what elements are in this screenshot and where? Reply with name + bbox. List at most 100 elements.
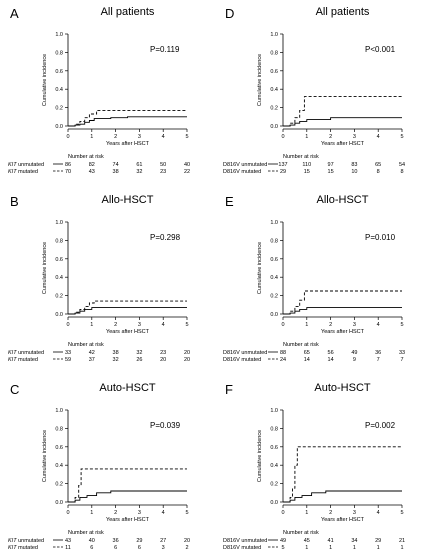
panel-title: Auto-HSCT [314, 382, 371, 394]
risk-row-label: D816V unmutated [223, 538, 267, 544]
risk-count: 33 [399, 350, 405, 356]
x-tick-label: 2 [114, 510, 117, 516]
risk-count: 15 [304, 169, 310, 175]
risk-count: 86 [65, 162, 71, 168]
y-tick-label: 0.6 [270, 445, 278, 451]
risk-count: 56 [328, 350, 334, 356]
risk-count: 110 [302, 162, 311, 168]
risk-row-label: D816V unmutated [223, 350, 267, 356]
risk-count: 29 [280, 169, 286, 175]
panel-title: Allo-HSCT [102, 194, 154, 206]
risk-count: 49 [280, 538, 286, 544]
risk-table-heading: Number at risk [68, 342, 104, 348]
risk-count: 34 [351, 538, 357, 544]
y-tick-label: 0.8 [270, 50, 278, 56]
risk-count: 1 [353, 545, 356, 550]
x-tick-label: 1 [305, 134, 308, 140]
y-tick-label: 0.2 [55, 106, 63, 112]
x-tick-label: 4 [377, 134, 380, 140]
x-tick-label: 2 [329, 322, 332, 328]
x-tick-label: 3 [138, 134, 141, 140]
curve-mutated [283, 290, 402, 315]
x-tick-label: 4 [162, 322, 165, 328]
y-tick-label: 0.2 [270, 482, 278, 488]
y-tick-label: 0.6 [55, 445, 63, 451]
risk-count: 32 [136, 350, 142, 356]
panel-c: C Auto-HSCT 0.0 0.2 0.4 0.6 0.8 1.0 0 1 2 3 4 5 Cumula… [8, 382, 190, 551]
y-tick-label: 0.0 [270, 500, 278, 506]
panel-letter: A [10, 6, 19, 21]
risk-count: 23 [160, 350, 166, 356]
x-tick-label: 4 [162, 510, 165, 516]
x-tick-label: 2 [114, 134, 117, 140]
panel-letter: E [225, 194, 234, 209]
x-tick-label: 0 [66, 134, 69, 140]
risk-row-label: KIT unmutated [8, 162, 44, 168]
risk-row-label-status: mutated [17, 357, 38, 363]
risk-count: 65 [375, 162, 381, 168]
risk-count: 20 [184, 350, 190, 356]
x-tick-label: 5 [185, 134, 188, 140]
x-tick-label: 3 [138, 322, 141, 328]
risk-count: 59 [65, 357, 71, 363]
risk-count: 20 [184, 357, 190, 363]
y-tick-label: 0.2 [270, 294, 278, 300]
x-tick-label: 5 [185, 510, 188, 516]
risk-count: 7 [400, 357, 403, 363]
curve-mutated [68, 109, 187, 127]
y-tick-label: 0.0 [270, 124, 278, 130]
risk-count: 11 [65, 545, 71, 550]
risk-table-heading: Number at risk [68, 530, 104, 536]
x-tick-label: 2 [114, 322, 117, 328]
risk-count: 3 [162, 545, 165, 550]
curve-mutated [68, 300, 187, 315]
risk-count: 32 [113, 357, 119, 363]
risk-count: 88 [280, 350, 286, 356]
risk-count: 70 [65, 169, 71, 175]
y-axis-label: Cumulative incidence [42, 242, 48, 294]
y-tick-label: 0.8 [55, 50, 63, 56]
x-tick-label: 2 [329, 134, 332, 140]
x-axis-label: Years after HSCT [106, 329, 150, 335]
risk-count: 5 [281, 545, 284, 550]
x-tick-label: 5 [400, 134, 403, 140]
x-tick-label: 0 [281, 134, 284, 140]
risk-count: 1 [329, 545, 332, 550]
risk-count: 36 [113, 538, 119, 544]
risk-count: 9 [353, 357, 356, 363]
risk-count: 74 [113, 162, 119, 168]
y-tick-label: 0.6 [55, 257, 63, 263]
y-axis-label: Cumulative incidence [257, 54, 263, 106]
p-value: P=0.119 [150, 45, 180, 54]
p-value: P=0.010 [365, 233, 396, 242]
risk-count: 26 [136, 357, 142, 363]
x-tick-label: 4 [162, 134, 165, 140]
curve-unmutated [283, 117, 402, 127]
y-tick-label: 0.6 [270, 69, 278, 75]
y-tick-label: 0.0 [55, 500, 63, 506]
y-tick-label: 1.0 [55, 408, 63, 414]
x-tick-label: 1 [305, 510, 308, 516]
risk-row-label-gene: KIT [8, 169, 17, 175]
y-tick-label: 0.8 [55, 426, 63, 432]
risk-count: 1 [305, 545, 308, 550]
x-tick-label: 4 [377, 510, 380, 516]
risk-row-label-status: mutated [17, 169, 38, 175]
risk-row-label-status: mutated [17, 545, 38, 550]
risk-row-label-gene: KIT [8, 350, 17, 356]
risk-row-label: KIT unmutated [8, 350, 44, 356]
panel-letter: B [10, 194, 19, 209]
risk-row-label-status: unmutated [17, 162, 45, 168]
y-tick-label: 0.8 [270, 238, 278, 244]
curve-mutated [68, 468, 187, 503]
p-value: P<0.001 [365, 45, 396, 54]
y-axis-label: Cumulative incidence [42, 430, 48, 482]
risk-count: 40 [184, 162, 190, 168]
x-tick-label: 2 [329, 510, 332, 516]
risk-table-heading: Number at risk [283, 342, 319, 348]
risk-row-label-gene: KIT [8, 545, 17, 550]
risk-count: 8 [400, 169, 403, 175]
risk-count: 1 [377, 545, 380, 550]
